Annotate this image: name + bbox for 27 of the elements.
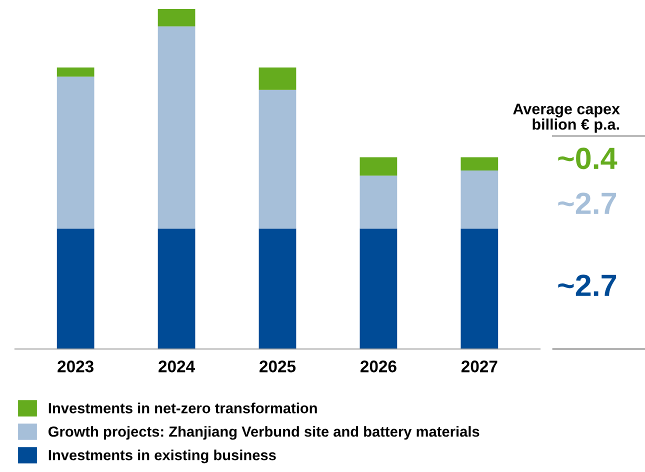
x-tick-label: 2027 — [461, 360, 498, 372]
bar — [158, 9, 196, 26]
x-tick-label: 2026 — [360, 360, 396, 372]
legend-label: Investments in existing business — [48, 450, 276, 464]
bar — [460, 170, 498, 229]
bar — [158, 26, 196, 229]
bar — [258, 67, 296, 90]
x-tick-label: 2025 — [260, 360, 296, 372]
bar — [460, 157, 498, 170]
bar — [56, 67, 94, 77]
bar — [360, 157, 398, 176]
x-tick-label: 2023 — [58, 360, 94, 372]
bar — [158, 228, 196, 349]
bar — [258, 228, 296, 349]
bar — [56, 76, 94, 229]
bar — [360, 228, 398, 349]
bar — [258, 90, 296, 229]
bar — [360, 176, 398, 229]
bar — [460, 228, 498, 349]
bar — [56, 228, 94, 349]
legend-label: Growth projects: Zhanjiang Verbund site and battery materials — [48, 426, 480, 440]
text: ~2.7 — [558, 274, 616, 296]
text: ~2.7 — [558, 192, 616, 214]
annotation: Average capex billion € p.a. — [513, 104, 620, 133]
x-tick-label: 2024 — [158, 360, 195, 372]
text: ~0.4 — [558, 148, 618, 170]
legend-label: Investments in net-zero transformation — [48, 402, 317, 414]
